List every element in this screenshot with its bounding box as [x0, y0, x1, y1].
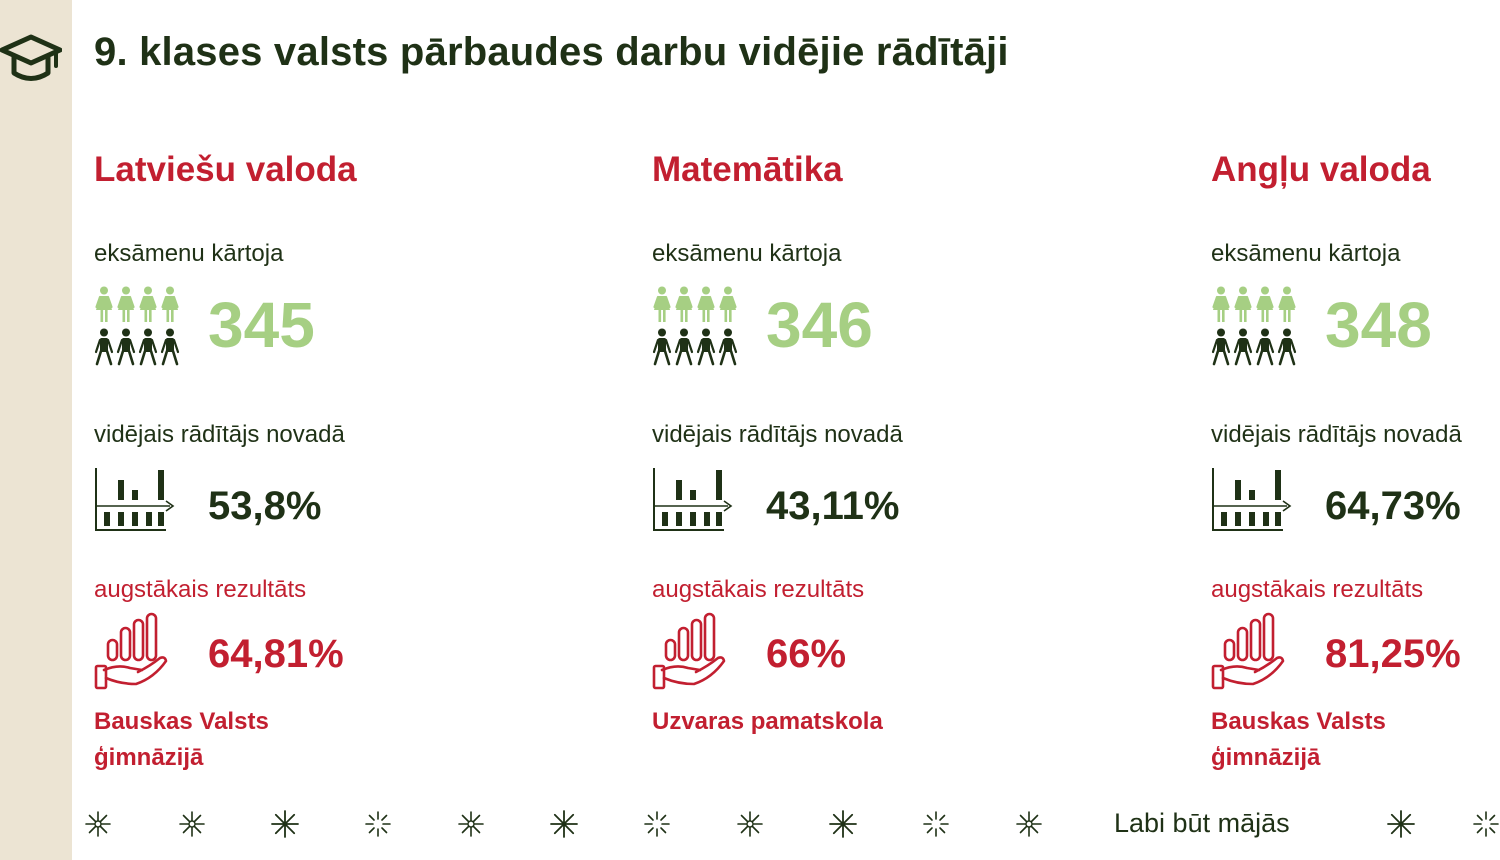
average-value: 53,8% [208, 484, 322, 528]
hand-growth-icon [1211, 612, 1285, 690]
top-result-label: augstākais rezultāts [652, 576, 865, 603]
exam-takers-label: eksāmenu kārtoja [652, 240, 842, 267]
page-title: 9. klases valsts pārbaudes darbu vidējie… [94, 30, 1009, 74]
exam-takers-count: 346 [766, 289, 873, 361]
top-result-value: 64,81% [208, 632, 344, 676]
graduation-cap-icon [0, 34, 62, 81]
exam-takers-count: 348 [1325, 289, 1432, 361]
average-value: 43,11% [766, 484, 900, 528]
top-result-school: Bauskas Valsts ģimnāzijā [94, 708, 269, 771]
exam-takers-label: eksāmenu kārtoja [1211, 240, 1401, 267]
sparkle-icon [458, 811, 484, 837]
people-icon [94, 286, 180, 366]
top-result-label: augstākais rezultāts [94, 576, 307, 603]
bar-chart-icon [653, 468, 733, 531]
sparkle-icon [1473, 811, 1499, 837]
sparkle-icon [737, 811, 763, 837]
average-value: 64,73% [1325, 484, 1461, 528]
hand-growth-icon [652, 612, 726, 690]
sparkle-icon [829, 810, 857, 838]
top-result-school: Uzvaras pamatskola [652, 708, 883, 735]
average-label: vidējais rādītājs novadā [1211, 421, 1462, 448]
subject-column: Matemātika eksāmenu kārtoja 346 vidējais… [652, 0, 952, 800]
average-label: vidējais rādītājs novadā [94, 421, 345, 448]
sparkle-icon [179, 811, 205, 837]
top-result-label: augstākais rezultāts [1211, 576, 1424, 603]
sparkle-icon [923, 811, 949, 837]
subject-title: Latviešu valoda [94, 150, 357, 189]
sparkle-icon [550, 810, 578, 838]
exam-takers-label: eksāmenu kārtoja [94, 240, 284, 267]
subject-column: Angļu valoda eksāmenu kārtoja 348 vidēja… [1211, 0, 1500, 800]
bar-chart-icon [1212, 468, 1292, 531]
top-result-value: 81,25% [1325, 632, 1461, 676]
left-decor-strip [0, 0, 72, 860]
people-icon [652, 286, 738, 366]
sparkle-icon [1016, 811, 1042, 837]
sparkle-icon [1387, 810, 1415, 838]
people-icon [1211, 286, 1297, 366]
subject-title: Angļu valoda [1211, 150, 1431, 189]
exam-takers-count: 345 [208, 289, 315, 361]
top-result-school: Bauskas Valsts ģimnāzijā [1211, 708, 1386, 771]
sparkle-icon [644, 811, 670, 837]
hand-growth-icon [94, 612, 168, 690]
average-label: vidējais rādītājs novadā [652, 421, 903, 448]
sparkle-icon [271, 810, 299, 838]
subject-column: Latviešu valoda eksāmenu kārtoja 345 vid… [94, 0, 394, 800]
sparkle-icon [365, 811, 391, 837]
subject-title: Matemātika [652, 150, 843, 189]
bar-chart-icon [95, 468, 175, 531]
sparkle-icon [85, 811, 111, 837]
top-result-value: 66% [766, 632, 847, 676]
footer-slogan: Labi būt mājās [1114, 808, 1290, 838]
